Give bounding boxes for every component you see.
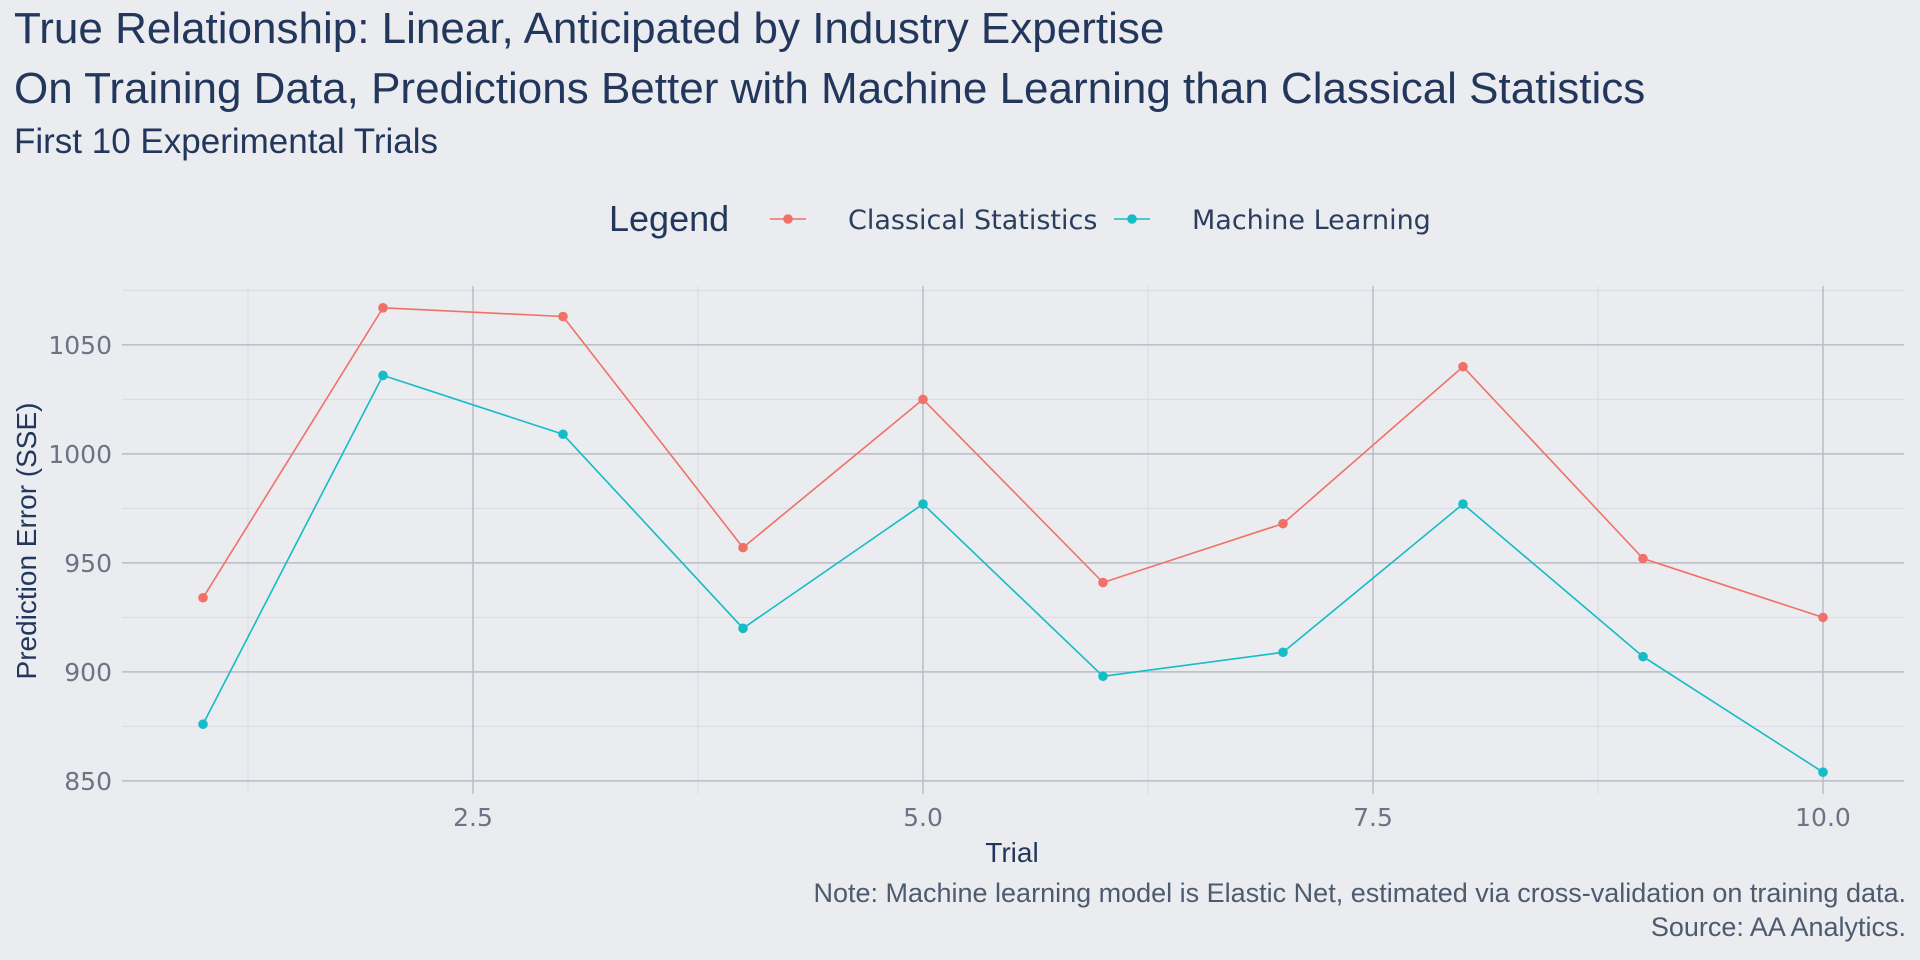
chart-subtitle: First 10 Experimental Trials [14,122,439,161]
legend-label-machine-learning: Machine Learning [1192,205,1431,236]
data-point-classical-statistics [198,592,208,603]
data-point-classical-statistics [1818,612,1828,623]
data-point-classical-statistics [1278,518,1288,529]
series-line-classical-statistics [202,306,1824,619]
x-tick-label: 7.5 [1353,803,1393,832]
data-point-classical-statistics [1458,361,1468,372]
data-point-machine-learning [378,370,388,381]
data-point-machine-learning [1638,651,1648,662]
series-line-machine-learning [202,374,1824,773]
legend-key-classical-statistics [770,214,806,224]
data-point-machine-learning [738,623,748,634]
y-tick-label: 850 [64,767,112,796]
caption-note: Note: Machine learning model is Elastic … [813,878,1906,908]
data-point-classical-statistics [1638,553,1648,564]
chart-title: True Relationship: Linear, Anticipated b… [14,4,1165,53]
legend-label-classical-statistics: Classical Statistics [848,205,1098,236]
legend: Legend Classical Statistics Machine Lear… [0,194,1920,244]
x-axis-title: Trial [985,837,1038,868]
y-tick-label: 1000 [48,440,112,469]
data-point-classical-statistics [1098,577,1108,588]
data-point-machine-learning [1458,499,1468,509]
x-tick-label: 5.0 [903,803,943,832]
data-point-classical-statistics [378,303,388,313]
x-tick-label: 2.5 [453,803,493,832]
data-point-classical-statistics [558,311,568,322]
x-tick-label: 10.0 [1795,803,1851,832]
data-point-classical-statistics [738,542,748,553]
y-tick-label: 950 [64,549,112,578]
legend-key-machine-learning [1114,214,1150,224]
data-point-machine-learning [918,499,928,509]
legend-title: Legend [609,198,730,239]
data-point-machine-learning [1818,767,1828,777]
data-point-machine-learning [558,429,568,440]
y-axis-title: Prediction Error (SSE) [11,403,42,680]
data-point-machine-learning [1278,647,1288,658]
data-point-machine-learning [198,719,208,730]
y-tick-label: 1050 [48,331,112,360]
caption-source: Source: AA Analytics. [1650,912,1906,942]
data-point-classical-statistics [918,394,928,405]
y-tick-label: 900 [64,658,112,687]
chart-title-line-2: On Training Data, Predictions Better wit… [14,64,1646,113]
data-point-machine-learning [1098,671,1108,682]
